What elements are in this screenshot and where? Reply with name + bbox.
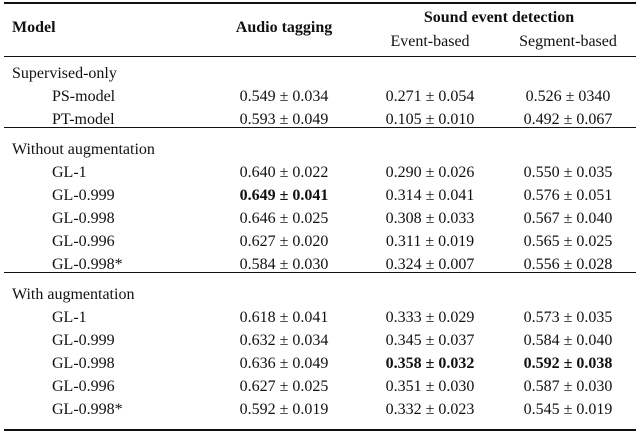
cell: 0.632 ± 0.034 — [239, 332, 329, 349]
cell: 0.549 ± 0.034 — [239, 88, 329, 105]
cell: 0.351 ± 0.030 — [385, 378, 475, 395]
row-model: GL-0.998* — [52, 401, 123, 418]
cell: 0.308 ± 0.033 — [385, 210, 475, 227]
cell: 0.345 ± 0.037 — [385, 332, 475, 349]
row-model: GL-0.998* — [52, 256, 123, 273]
cell: 0.311 ± 0.019 — [385, 233, 475, 250]
row-model: GL-0.996 — [52, 378, 115, 395]
cell: 0.584 ± 0.030 — [239, 256, 329, 273]
cell: 0.290 ± 0.026 — [385, 164, 475, 181]
cell: 0.649 ± 0.041 — [239, 187, 329, 204]
cell: 0.271 ± 0.054 — [385, 88, 475, 105]
row-model: PS-model — [52, 88, 116, 105]
header-audio-tagging: Audio tagging — [235, 19, 333, 36]
header-sed: Sound event detection — [423, 9, 575, 26]
group-rule — [4, 272, 636, 273]
row-model: GL-0.999 — [52, 332, 115, 349]
top-rule — [4, 2, 636, 4]
cell: 0.592 ± 0.038 — [523, 355, 613, 372]
cell: 0.636 ± 0.049 — [239, 355, 329, 372]
cell: 0.565 ± 0.025 — [523, 233, 613, 250]
cell: 0.646 ± 0.025 — [239, 210, 329, 227]
cell: 0.324 ± 0.007 — [385, 256, 475, 273]
group-rule — [4, 127, 636, 128]
row-model: GL-1 — [52, 164, 87, 181]
cell: 0.584 ± 0.040 — [523, 332, 613, 349]
cell: 0.333 ± 0.029 — [385, 309, 475, 326]
group-title: Supervised-only — [12, 65, 117, 82]
cell: 0.573 ± 0.035 — [523, 309, 613, 326]
cell: 0.587 ± 0.030 — [523, 378, 613, 395]
bottom-rule — [4, 429, 636, 431]
cell: 0.314 ± 0.041 — [385, 187, 475, 204]
cell: 0.358 ± 0.032 — [385, 355, 475, 372]
group-title: Without augmentation — [12, 141, 155, 158]
cell: 0.526 ± 0340 — [525, 88, 611, 105]
cell: 0.567 ± 0.040 — [523, 210, 613, 227]
header-model: Model — [12, 19, 56, 36]
cell: 0.550 ± 0.035 — [523, 164, 613, 181]
cell: 0.545 ± 0.019 — [523, 401, 613, 418]
header-rule — [4, 56, 636, 57]
cell: 0.640 ± 0.022 — [239, 164, 329, 181]
cell: 0.556 ± 0.028 — [523, 256, 613, 273]
row-model: PT-model — [52, 111, 115, 128]
cell: 0.332 ± 0.023 — [385, 401, 475, 418]
cell: 0.627 ± 0.020 — [239, 233, 329, 250]
cell: 0.105 ± 0.010 — [385, 111, 475, 128]
cell: 0.592 ± 0.019 — [239, 401, 329, 418]
cell: 0.627 ± 0.025 — [239, 378, 329, 395]
row-model: GL-0.998 — [52, 355, 115, 372]
cell: 0.492 ± 0.067 — [523, 111, 613, 128]
header-segment-based: Segment-based — [519, 33, 617, 50]
cell: 0.618 ± 0.041 — [239, 309, 329, 326]
cell: 0.593 ± 0.049 — [239, 111, 329, 128]
row-model: GL-0.999 — [52, 187, 115, 204]
row-model: GL-0.996 — [52, 233, 115, 250]
header-event-based: Event-based — [390, 33, 470, 50]
row-model: GL-1 — [52, 309, 87, 326]
cell: 0.576 ± 0.051 — [523, 187, 613, 204]
group-title: With augmentation — [12, 286, 135, 303]
row-model: GL-0.998 — [52, 210, 115, 227]
